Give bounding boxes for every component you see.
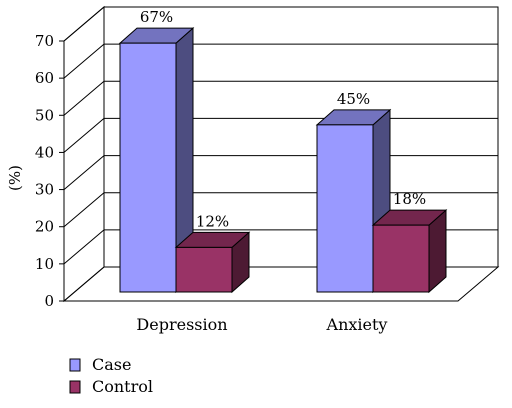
category-labels: Depression Anxiety: [136, 315, 387, 334]
bar-control-depression: 12%: [174, 212, 251, 294]
category-label: Depression: [136, 315, 227, 334]
data-label: 67%: [140, 8, 173, 26]
data-label: 12%: [196, 212, 229, 230]
bar-front: [316, 124, 374, 293]
legend-label-case: Case: [92, 355, 131, 374]
data-label: 45%: [337, 90, 370, 108]
left-wall: [63, 5, 105, 303]
legend-swatch-control: [69, 380, 81, 394]
category-label: Anxiety: [326, 315, 388, 334]
gridline: [63, 6, 498, 42]
y-tick-label: 40: [35, 143, 54, 161]
gridline: [63, 80, 498, 116]
floor: [62, 266, 500, 302]
gridline: [63, 43, 498, 79]
y-axis-title: (%): [6, 165, 24, 191]
y-tick-label: 30: [35, 181, 54, 199]
legend-swatch-case: [69, 358, 81, 372]
bar-front: [175, 246, 233, 293]
y-tick-label: 60: [35, 69, 54, 87]
y-tick-label: 10: [35, 255, 54, 273]
y-tick-label: 50: [35, 106, 54, 124]
legend-label-control: Control: [92, 377, 153, 396]
bar-front: [119, 42, 177, 293]
data-label: 18%: [393, 190, 426, 208]
bar-control-anxiety: 18%: [371, 190, 448, 294]
y-tick-label: 20: [35, 218, 54, 236]
bar-front: [372, 224, 430, 293]
bar-case-anxiety: 45%: [315, 90, 392, 294]
y-tick-label: 70: [35, 32, 54, 50]
legend: Case Control: [69, 355, 153, 396]
y-tick-label: 0: [44, 292, 54, 310]
y-axis-ticks: 0 10 20 30 40 50 60 70: [35, 32, 64, 310]
bar-case-depression: 67%: [118, 8, 195, 294]
bars: 67% 12% 45% 18%: [118, 8, 448, 294]
